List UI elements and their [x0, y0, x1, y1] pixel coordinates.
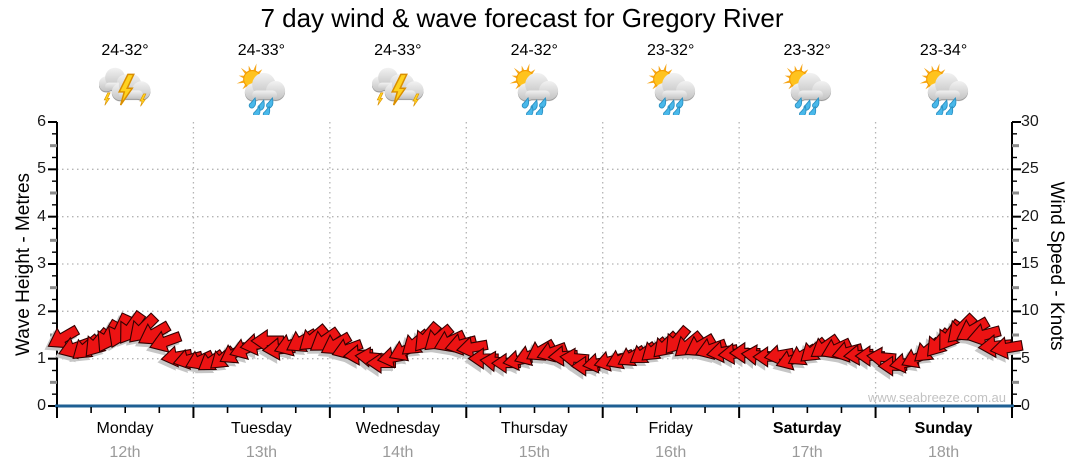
day-name: Monday — [96, 420, 154, 437]
weather-icon — [739, 63, 875, 120]
sun-rain-icon — [782, 63, 832, 118]
weather-icon — [466, 63, 602, 120]
storm-icon — [371, 67, 424, 107]
day-header: 24-33° — [193, 42, 329, 120]
right-axis-tick-label: 10 — [1021, 302, 1039, 320]
left-axis-tick-label: 3 — [37, 255, 46, 272]
day-header: 24-32° — [57, 42, 193, 120]
sun-rain-icon — [509, 63, 559, 118]
day-temperature: 23-32° — [647, 42, 695, 59]
wind-arrow — [455, 336, 489, 359]
day-date: 15th — [518, 444, 550, 461]
day-temperature: 24-33° — [237, 42, 286, 59]
storm-icon — [98, 67, 151, 107]
day-name: Friday — [648, 420, 693, 437]
weather-icon — [876, 63, 1012, 120]
left-axis-tick-label: 2 — [37, 302, 46, 320]
chart-title: 7 day wind & wave forecast for Gregory R… — [260, 3, 784, 33]
wind-arrow-series — [47, 309, 1024, 377]
day-temperature: 24-32° — [510, 42, 558, 59]
day-date: 14th — [382, 444, 414, 461]
left-axis-tick-label: 6 — [37, 113, 46, 130]
day-date: 12th — [109, 444, 141, 461]
day-header: 23-32° — [739, 42, 875, 120]
day-header: 23-32° — [603, 42, 739, 120]
left-axis-tick-label: 0 — [37, 397, 46, 414]
day-name: Wednesday — [355, 420, 440, 437]
weather-icon — [193, 63, 329, 120]
sun-rain-icon — [646, 63, 695, 118]
sun-rain-icon — [919, 63, 968, 118]
day-date: 18th — [927, 444, 960, 461]
day-label: Tuesday 13th — [193, 420, 329, 462]
day-header: 24-33° — [330, 42, 466, 120]
weather-icon — [330, 63, 466, 120]
sun-rain-icon — [237, 63, 286, 118]
left-axis-tick-label: 4 — [37, 207, 46, 225]
day-name: Sunday — [914, 420, 973, 437]
day-header: 23-34° — [876, 42, 1012, 120]
weather-icon — [57, 63, 193, 120]
day-date: 17th — [791, 444, 823, 461]
left-axis-tick-label: 5 — [37, 160, 46, 178]
wind-arrow — [966, 323, 1002, 348]
day-date: 16th — [655, 444, 687, 461]
day-name: Thursday — [500, 420, 568, 437]
right-axis-tick-label: 30 — [1021, 113, 1039, 130]
weather-icon — [603, 63, 739, 120]
wind-arrow — [47, 324, 81, 349]
day-label: Monday 12th — [57, 420, 193, 462]
day-temperature: 23-32° — [783, 42, 831, 59]
day-label: Friday 16th — [603, 420, 739, 462]
day-temperature: 23-34° — [919, 42, 968, 59]
right-axis-tick-label: 15 — [1021, 255, 1039, 272]
day-temperature: 24-33° — [374, 42, 422, 59]
day-label: Thursday 15th — [466, 420, 602, 462]
right-axis-tick-label: 5 — [1021, 349, 1030, 367]
day-label: Saturday 17th — [739, 420, 875, 462]
day-name: Tuesday — [231, 420, 292, 437]
day-label: Wednesday 14th — [330, 420, 466, 462]
right-axis-tick-label: 25 — [1021, 160, 1039, 178]
day-name: Saturday — [772, 420, 842, 437]
day-label: Sunday 18th — [876, 420, 1012, 462]
day-header: 24-32° — [466, 42, 602, 120]
right-axis-tick-label: 0 — [1021, 397, 1030, 414]
wind-arrow — [149, 330, 183, 353]
left-axis-tick-label: 1 — [37, 349, 46, 367]
day-date: 13th — [245, 444, 277, 461]
day-temperature: 24-32° — [101, 42, 149, 59]
watermark: www.seabreeze.com.au — [867, 390, 1006, 405]
right-axis-tick-label: 20 — [1021, 207, 1039, 225]
wind-arrow — [989, 336, 1024, 360]
